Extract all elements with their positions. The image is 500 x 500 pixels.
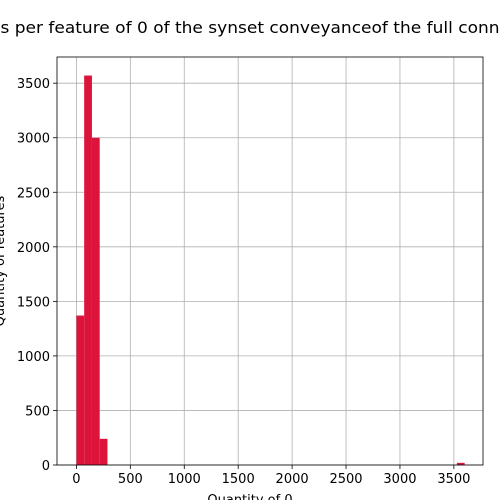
x-axis-label: Quantity of 0 xyxy=(207,493,292,500)
y-tick-label: 0 xyxy=(42,459,50,474)
x-tick-label: 1000 xyxy=(168,472,201,487)
x-tick-label: 1500 xyxy=(222,472,255,487)
y-tick-label: 1000 xyxy=(17,350,50,365)
x-tick-label: 2000 xyxy=(276,472,309,487)
chart-title: es per feature of 0 of the synset convey… xyxy=(0,18,500,37)
x-tick-label: 3500 xyxy=(437,472,470,487)
bar xyxy=(91,137,100,465)
plot-frame xyxy=(56,56,484,466)
y-tick-label: 2000 xyxy=(17,241,50,256)
y-axis-label: Quantity of features xyxy=(0,195,8,326)
y-tick-label: 3000 xyxy=(17,132,50,147)
x-tick-label: 3000 xyxy=(383,472,416,487)
y-tick-label: 2500 xyxy=(17,186,50,201)
y-tick-label: 500 xyxy=(25,404,50,419)
bar xyxy=(84,75,92,465)
bar xyxy=(76,315,85,465)
x-tick-label: 500 xyxy=(118,472,143,487)
x-tick-label: 0 xyxy=(72,472,80,487)
bar xyxy=(456,462,465,465)
y-tick-label: 3500 xyxy=(17,77,50,92)
y-tick-label: 1500 xyxy=(17,295,50,310)
bar xyxy=(99,438,108,465)
x-tick-label: 2500 xyxy=(329,472,362,487)
